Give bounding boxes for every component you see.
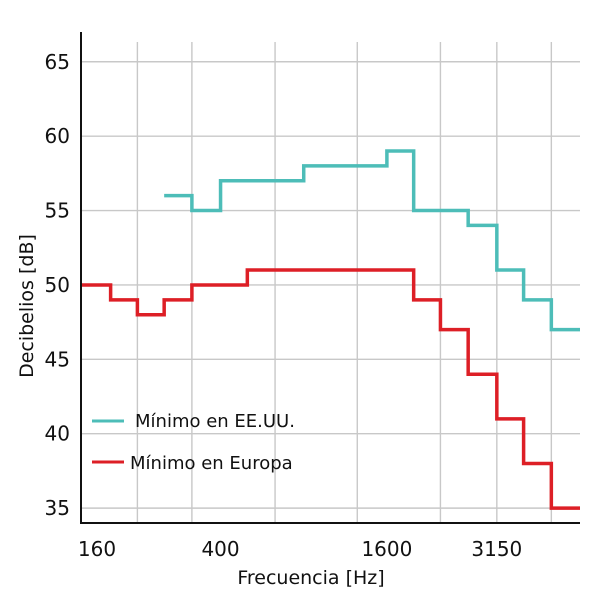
series-line-europe — [81, 268, 580, 510]
y-tick-label: 45 — [45, 347, 70, 371]
legend: Mínimo en EE.UU. Mínimo en Europa — [92, 411, 295, 474]
grid — [81, 42, 580, 523]
series-line-usa — [164, 149, 580, 332]
legend-label-usa: Mínimo en EE.UU. — [135, 411, 295, 432]
y-tick-label: 55 — [45, 199, 70, 223]
x-tick-label: 3150 — [471, 537, 522, 561]
y-tick-label: 50 — [45, 273, 70, 297]
legend-label-europe: Mínimo en Europa — [130, 453, 293, 474]
y-tick-label: 65 — [45, 50, 70, 74]
x-tick-label: 400 — [201, 537, 239, 561]
x-tick-label: 160 — [78, 537, 116, 561]
y-tick-label: 40 — [45, 422, 70, 446]
x-tick-labels: 160 400 1600 3150 — [78, 537, 522, 561]
y-axis-label: Decibelios [dB] — [16, 234, 38, 378]
x-tick-label: 1600 — [361, 537, 412, 561]
x-axis-label: Frecuencia [Hz] — [237, 567, 384, 589]
y-tick-label: 35 — [45, 496, 70, 520]
y-tick-labels: 35 40 45 50 55 60 65 — [45, 50, 70, 520]
y-tick-label: 60 — [45, 124, 70, 148]
series-lines — [81, 149, 580, 510]
